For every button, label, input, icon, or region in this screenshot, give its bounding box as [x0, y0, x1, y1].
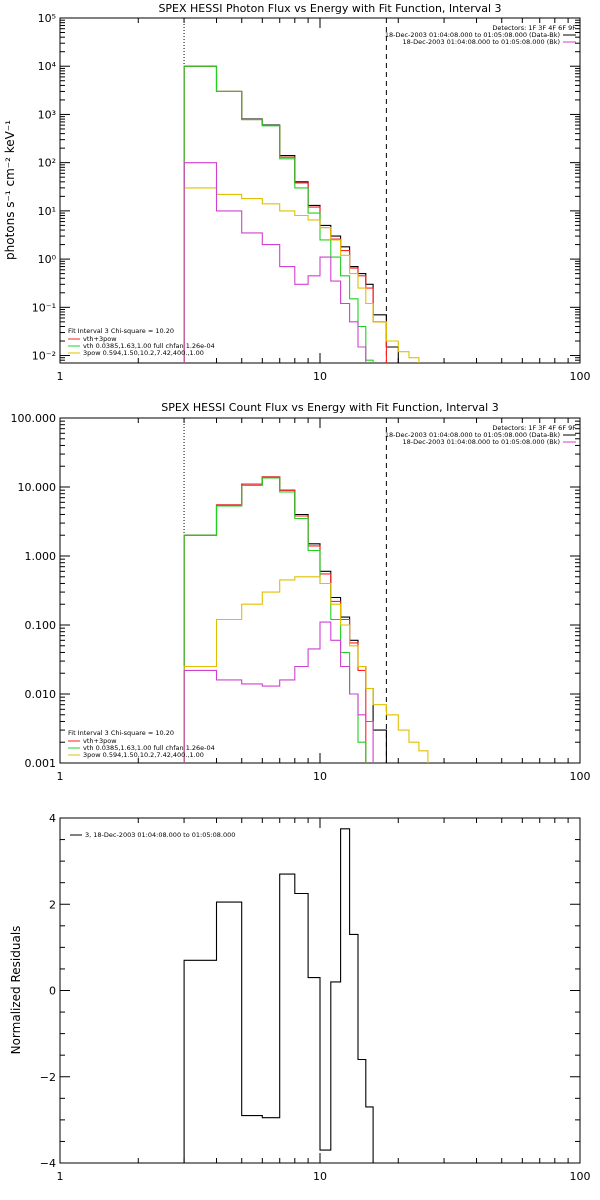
count-flux-series [183, 476, 429, 763]
photon-flux-ylabel: photons s⁻¹ cm⁻² keV⁻¹ [3, 120, 17, 260]
y-tick-label: 10⁵ [38, 12, 56, 25]
y-tick-label: 10⁴ [38, 60, 57, 73]
legend-detectors: Detectors: 1F 3F 4F 6F 9F [492, 24, 576, 32]
photon-flux-legend-bottom: Fit Interval 3 Chi-square = 10.20 vth+3p… [68, 327, 215, 357]
series-line-0 [183, 65, 399, 363]
y-tick-label: 0.100 [25, 619, 57, 632]
count-flux-legend-top: Detectors: 1F 3F 4F 6F 9F 18-Dec-2003 01… [385, 424, 576, 446]
legend-item-3pow: 3pow 0.594,1.50,10.2,7.42,400.,1.00 [83, 751, 204, 759]
y-tick-label: 4 [49, 812, 56, 825]
y-tick-label: 10⁻¹ [32, 301, 56, 314]
y-tick-label: 2 [49, 898, 56, 911]
legend-item-3pow: 3pow 0.594,1.50,10.2,7.42,400.,1.00 [83, 349, 204, 357]
y-tick-label: 0.001 [25, 757, 57, 770]
residuals-panel: 1 10 100 −4 −2 0 2 4 Normalized Residuals 3, 18… [9, 812, 591, 1183]
y-tick-label: −2 [40, 1071, 56, 1084]
residuals-axes: 1 10 100 −4 −2 0 2 4 [40, 812, 591, 1183]
y-tick-label: 0 [49, 985, 56, 998]
series-line-1 [183, 65, 387, 363]
count-flux-axes: 1 10 100 0.001 0.010 0.100 1.000 10.000 100.000 [11, 412, 591, 783]
series-line-0 [183, 476, 387, 763]
y-tick-label: −4 [40, 1157, 56, 1170]
photon-flux-legend-top: Detectors: 1F 3F 4F 6F 9F 18-Dec-2003 01… [385, 24, 576, 46]
count-flux-plot-frame [59, 417, 581, 764]
legend-item-residuals: 3, 18-Dec-2003 01:04:08.000 to 01:05:08.… [85, 831, 235, 839]
series-line-0 [183, 828, 387, 1163]
photon-flux-title: SPEX HESSI Photon Flux vs Energy with Fi… [158, 2, 501, 15]
residuals-legend: 3, 18-Dec-2003 01:04:08.000 to 01:05:08.… [70, 831, 235, 839]
y-tick-label: 10⁻² [32, 350, 56, 363]
y-tick-label: 10³ [38, 108, 56, 121]
series-line-1 [183, 476, 367, 763]
x-tick-label: 1 [57, 770, 64, 783]
x-tick-label: 10 [313, 370, 327, 383]
legend-item-vth3pow: vth+3pow [83, 737, 117, 745]
legend-bk: 18-Dec-2003 01:04:08.000 to 01:05:08.000… [403, 438, 561, 446]
count-flux-legend-bottom: Fit Interval 3 Chi-square = 10.20 vth+3p… [68, 729, 215, 759]
y-tick-label: 10⁰ [38, 253, 57, 266]
x-tick-label: 100 [570, 1170, 591, 1183]
x-tick-label: 1 [57, 1170, 64, 1183]
series-line-2 [183, 65, 374, 363]
legend-data-bk: 18-Dec-2003 01:04:08.000 to 01:05:08.000… [385, 431, 560, 439]
y-tick-label: 100.000 [11, 412, 57, 425]
photon-flux-series [183, 65, 420, 363]
y-tick-label: 10.000 [18, 481, 57, 494]
y-tick-label: 10¹ [38, 205, 56, 218]
x-tick-label: 10 [313, 1170, 327, 1183]
series-line-3 [183, 187, 420, 363]
y-tick-label: 1.000 [25, 550, 57, 563]
residuals-series [183, 828, 387, 1163]
legend-detectors: Detectors: 1F 3F 4F 6F 9F [492, 424, 576, 432]
x-tick-label: 100 [570, 770, 591, 783]
legend-item-vth: vth 0.0385,1.63,1.00 full chfan 1.26e-04 [83, 744, 215, 752]
residuals-ylabel: Normalized Residuals [9, 926, 23, 1055]
photon-flux-panel: SPEX HESSI Photon Flux vs Energy with Fi… [3, 2, 591, 383]
legend-fit-header: Fit Interval 3 Chi-square = 10.20 [68, 729, 174, 737]
series-line-3 [183, 576, 429, 763]
count-flux-title: SPEX HESSI Count Flux vs Energy with Fit… [161, 401, 498, 414]
x-tick-label: 1 [57, 370, 64, 383]
x-tick-label: 10 [313, 770, 327, 783]
y-tick-label: 0.010 [25, 688, 57, 701]
legend-fit-header: Fit Interval 3 Chi-square = 10.20 [68, 327, 174, 335]
legend-bk: 18-Dec-2003 01:04:08.000 to 01:05:08.000… [403, 38, 561, 46]
y-tick-label: 10² [38, 157, 56, 170]
count-flux-panel: SPEX HESSI Count Flux vs Energy with Fit… [11, 401, 591, 783]
x-tick-label: 100 [570, 370, 591, 383]
legend-item-vth: vth 0.0385,1.63,1.00 full chfan 1.26e-04 [83, 342, 215, 350]
legend-item-vth3pow: vth+3pow [83, 335, 117, 343]
series-line-2 [183, 477, 367, 763]
series-line-4 [183, 162, 367, 363]
series-line-4 [183, 621, 374, 763]
photon-flux-plot-frame [59, 17, 581, 364]
legend-data-bk: 18-Dec-2003 01:04:08.000 to 01:05:08.000… [385, 31, 560, 39]
